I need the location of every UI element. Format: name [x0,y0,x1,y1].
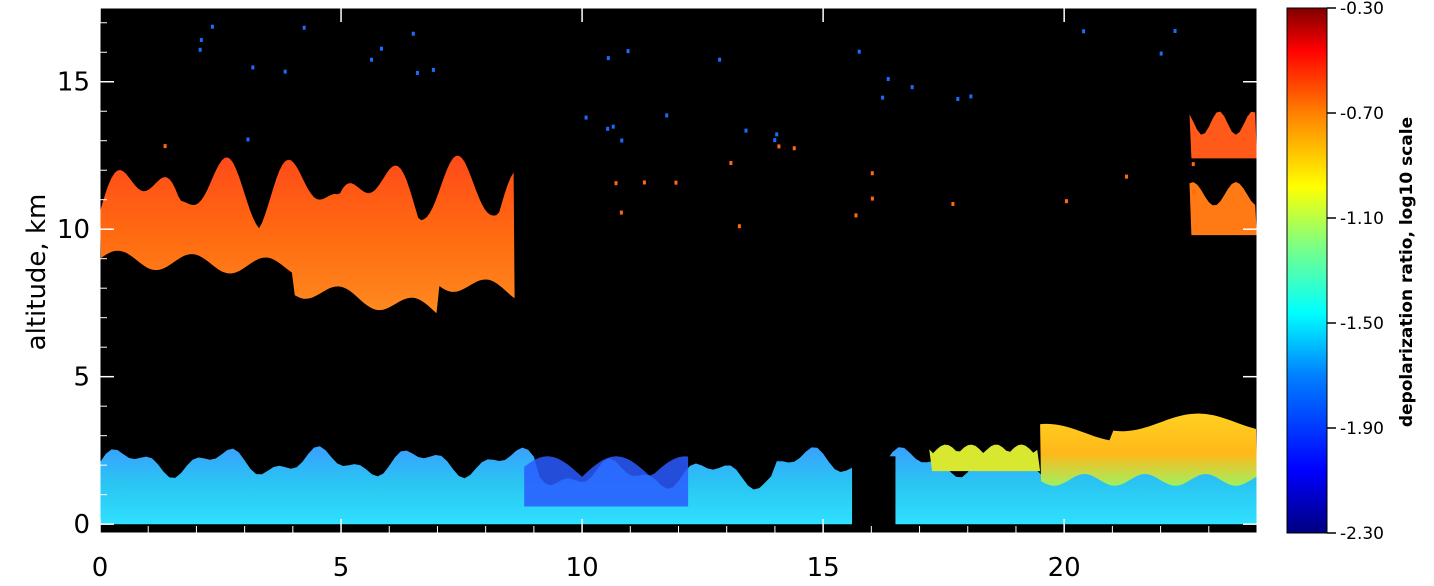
y-tick-label: 15 [57,68,90,98]
x-tick-label: 20 [1048,553,1081,583]
y-tick-label: 0 [73,510,90,540]
speckle [777,144,781,149]
y-axis-ticks: 0 5 10 15 [57,22,1257,540]
speckle [951,201,955,206]
speckle [1173,28,1177,33]
speckle [370,57,374,62]
colorbar-tick-label: -1.10 [1340,209,1384,229]
speckle [969,94,973,99]
x-axis-ticks: 0 5 10 15 20 [92,8,1258,583]
colorbar: -0.30 -0.70 -1.10 -1.50 -1.90 -2.30 depolariz… [1286,0,1417,544]
speckle [744,128,748,133]
upper-cloud-patch [1189,111,1257,159]
upper-cloud-layer [100,155,515,314]
speckle [854,213,858,218]
y-axis-label: altitude, km [22,194,52,351]
speckle [674,180,678,185]
speckle [619,210,623,215]
speckle [606,56,610,61]
speckle [302,25,306,30]
x-tick-label: 10 [566,553,599,583]
colorbar-gradient [1286,7,1328,534]
low-depol-patch [524,456,689,507]
heatmap-features [100,24,1257,533]
speckle [199,37,203,42]
speckle [163,144,167,149]
speckle [956,97,960,102]
speckle [870,196,874,201]
speckle [1125,174,1129,179]
no-data-gap [852,456,896,533]
transition-patch [929,444,1041,472]
speckle [626,49,630,54]
speckle [1159,51,1163,56]
speckle [665,113,669,118]
colorbar-tick-label: -1.50 [1340,314,1384,334]
speckle [283,69,287,74]
speckle [881,95,885,100]
speckle [642,180,646,185]
colorbar-tick-label: -0.30 [1340,0,1384,19]
speckle [870,171,874,176]
speckle [737,224,741,229]
speckle [792,146,796,151]
speckle [431,67,435,72]
y-tick-label: 10 [57,215,90,245]
speckle [1191,162,1195,167]
speckle [1082,29,1086,34]
speckle [614,181,618,186]
speckle [606,126,610,131]
speckle [611,124,615,129]
speckle [251,65,255,70]
plot-area: 0 5 10 15 20 0 5 10 15 [57,7,1258,583]
speckle [886,76,890,81]
speckle [584,115,588,120]
colorbar-tick-label: -1.90 [1340,419,1384,439]
speckle [415,70,419,75]
speckle [210,24,214,29]
speckle [411,31,415,36]
x-tick-label: 0 [92,553,109,583]
y-tick-label: 5 [73,363,90,393]
speckle [857,49,861,54]
speckle [1192,190,1196,195]
elevated-boundary-layer [1040,413,1257,486]
speckle [718,57,722,62]
colorbar-tick-label: -2.30 [1340,524,1384,544]
colorbar-tick-label: -0.70 [1340,104,1384,124]
speckle [620,138,624,143]
upper-cloud-patch [1189,182,1257,236]
speckle [775,132,779,137]
speckle [1064,199,1068,204]
speckle [773,138,777,143]
colorbar-ticks: -0.30 -0.70 -1.10 -1.50 -1.90 -2.30 [1327,0,1384,544]
speckle [198,47,202,52]
speckle [246,137,250,142]
speckle [910,85,914,90]
colorbar-label: depolarization ratio, log10 scale [1397,117,1417,427]
x-tick-label: 5 [333,553,350,583]
speckle [380,46,384,51]
x-tick-label: 15 [807,553,840,583]
speckle [729,160,733,165]
